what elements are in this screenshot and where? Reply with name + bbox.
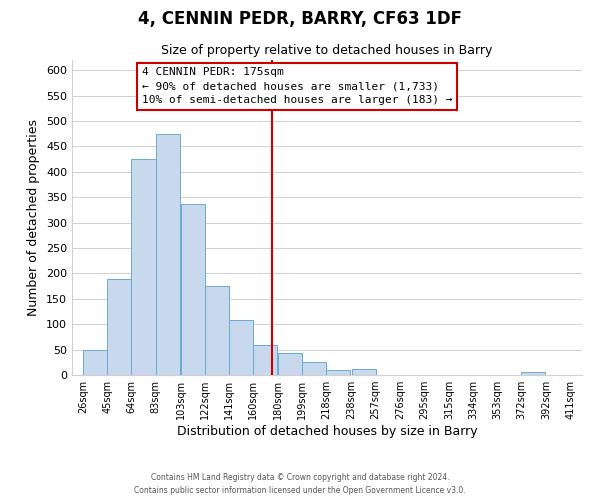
Title: Size of property relative to detached houses in Barry: Size of property relative to detached ho… [161,44,493,58]
Bar [302,362,326,375]
Text: 4 CENNIN PEDR: 175sqm
← 90% of detached houses are smaller (1,733)
10% of semi-d: 4 CENNIN PEDR: 175sqm ← 90% of detached … [142,67,452,105]
Bar [352,370,376,375]
X-axis label: Distribution of detached houses by size in Barry: Distribution of detached houses by size … [176,425,478,438]
Bar [107,280,131,375]
Bar [521,372,545,375]
Bar [181,204,205,375]
Bar [253,344,277,375]
Y-axis label: Number of detached properties: Number of detached properties [28,119,40,316]
Text: Contains HM Land Registry data © Crown copyright and database right 2024.
Contai: Contains HM Land Registry data © Crown c… [134,474,466,495]
Bar [205,286,229,375]
Bar [131,159,155,375]
Bar [229,320,253,375]
Bar [83,350,107,375]
Text: 4, CENNIN PEDR, BARRY, CF63 1DF: 4, CENNIN PEDR, BARRY, CF63 1DF [138,10,462,28]
Bar [155,134,179,375]
Bar [326,370,350,375]
Bar [278,352,302,375]
